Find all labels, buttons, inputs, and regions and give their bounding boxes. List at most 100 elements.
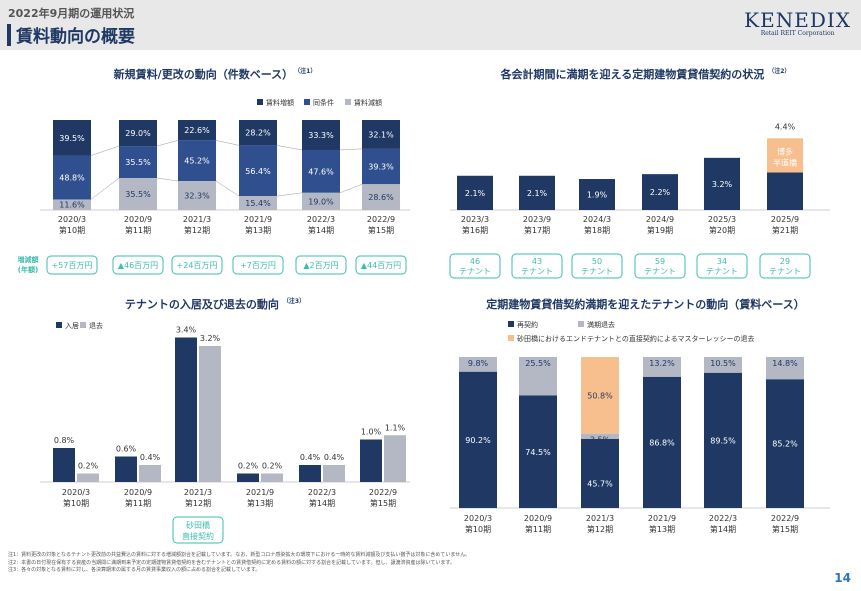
chart4-x-label-5: 2022/9: [771, 514, 799, 523]
footnote-3: 注3：各々の対象となる賃料に対し、各決算期末の属する月の賃貸事業収入の額に占める…: [8, 567, 261, 573]
chart2-tenant-box-2: [571, 253, 623, 279]
chart3-bar-0-4: [299, 465, 321, 482]
chart2-period-label-4: 第20期: [709, 225, 735, 235]
chart2-lease-expiry: 2.1%46テナント2.1%43テナント1.9%50テナント2.2%59テナント…: [449, 122, 830, 279]
chart1-value-label-1-5: 39.3%: [368, 163, 394, 172]
chart3-legend-movein-label: 入居: [65, 322, 79, 330]
chart3-value-label-0-2: 3.4%: [176, 326, 197, 335]
chart2-tenant-unit-5: テナント: [769, 267, 801, 276]
chart1-value-label-1-4: 47.6%: [308, 167, 334, 176]
chart2-tenant-unit-0: テナント: [459, 267, 491, 276]
chart3-bar-0-3: [237, 473, 259, 482]
chart2-period-label-0: 第16期: [462, 225, 488, 235]
chart1-title-text: 新規賃料/更改の動向（件数ベース）: [113, 68, 294, 81]
chart2-bar-0: [457, 175, 493, 210]
chart4-bar-0-0: [459, 371, 497, 508]
chart2-tenant-count-5: 29: [780, 257, 790, 266]
chart1-legend-decrease-swatch: [345, 99, 351, 105]
chart2-tenant-box-0: [449, 253, 501, 279]
chart1-value-label-1-1: 35.5%: [125, 158, 151, 167]
chart2-tenant-count-3: 59: [655, 257, 665, 266]
chart3-bar-1-2: [199, 346, 221, 482]
chart4-x-label-0: 2020/3: [464, 514, 492, 523]
chart1-x-label-5: 2022/9: [367, 215, 395, 224]
chart4-value-label-0-4: 89.5%: [710, 436, 736, 445]
chart2-value-label-4: 3.2%: [712, 180, 733, 189]
chart3-callout-line1: 砂田橋: [186, 520, 210, 530]
chart1-delta-value-3: +7百万円: [240, 261, 276, 270]
chart1-bar-1-0: [53, 155, 91, 200]
chart1-value-label-2-1: 35.5%: [125, 190, 151, 199]
chart2-x-label-3: 2024/9: [646, 215, 674, 224]
chart1-value-label-0-5: 32.1%: [368, 130, 394, 139]
chart1-delta-value-4: ▲2百万円: [303, 261, 338, 270]
chart1-delta-box-3: [232, 255, 284, 275]
chart1-bar-1-2: [178, 140, 216, 182]
chart2-note-ref: （注2）: [768, 68, 791, 76]
chart3-period-label-2: 第12期: [185, 498, 211, 508]
chart2-value-label-1: 2.1%: [527, 189, 548, 198]
chart1-value-label-2-2: 32.3%: [184, 192, 210, 201]
chart4-legend-expire-label: 満期退去: [587, 320, 615, 329]
chart1-delta-box-5: [355, 255, 407, 275]
chart1-x-label-0: 2020/3: [58, 215, 86, 224]
chart1-connector-1-3: [276, 145, 303, 151]
chart1-bar-2-3: [239, 196, 277, 210]
chart1-bar-0-0: [53, 120, 91, 156]
chart1-value-label-0-2: 22.6%: [184, 126, 210, 135]
chart1-bar-2-2: [178, 181, 216, 211]
chart1-period-label-5: 第15期: [368, 225, 394, 235]
chart2-tenant-unit-4: テナント: [706, 267, 738, 276]
chart4-legend-expire-swatch: [578, 321, 584, 327]
chart1-connector-1-0: [90, 145, 120, 156]
chart4-bar-0-2: [581, 438, 619, 508]
chart1-bar-1-5: [362, 148, 400, 185]
chart3-bar-0-2: [175, 337, 197, 482]
chart1-delta-label-line1: 増減額: [18, 255, 39, 264]
chart4-x-label-4: 2022/3: [709, 514, 737, 523]
chart1-period-label-2: 第12期: [184, 225, 210, 235]
chart1-bar-0-3: [239, 120, 277, 146]
chart3-legend-movein-swatch: [56, 322, 62, 328]
chart4-bar-1-2: [581, 433, 619, 439]
chart3-value-label-0-1: 0.6%: [116, 445, 137, 454]
chart3-period-label-5: 第15期: [370, 498, 396, 508]
chart4-bar-0-5: [766, 379, 804, 508]
chart3-value-label-1-2: 3.2%: [200, 334, 221, 343]
chart2-x-label-4: 2025/3: [708, 215, 736, 224]
chart1-connector-2-3: [276, 192, 303, 197]
chart1-bar-0-5: [362, 120, 400, 149]
chart3-x-label-3: 2021/9: [246, 488, 274, 497]
chart1-bar-2-4: [302, 192, 340, 210]
chart2-hakata-label-1: 博多: [777, 146, 793, 156]
chart4-bar-1-0: [459, 357, 497, 372]
title-accent-bar: [7, 24, 11, 46]
chart1-connector-1-4: [339, 148, 363, 151]
chart1-period-label-4: 第14期: [308, 225, 334, 235]
chart1-x-label-1: 2020/9: [124, 215, 152, 224]
chart4-expired-lease-tenants: 再契約 満期退去砂田橋におけるエンドテナントとの直接契約によるマスターレッシーの退…: [450, 320, 830, 534]
chart1-x-label-4: 2022/3: [307, 215, 335, 224]
chart4-legend-sunadabashi-label: 砂田橋におけるエンドテナントとの直接契約によるマスターレッシーの退去: [517, 334, 754, 343]
chart4-value-label-1-0: 9.8%: [468, 359, 489, 368]
chart3-value-label-0-4: 0.4%: [300, 453, 321, 462]
chart1-delta-box-1: [112, 255, 164, 275]
logo-subtitle: Retail REIT Corporation: [760, 30, 835, 37]
chart3-legend-moveout-swatch: [80, 322, 86, 328]
chart4-bar-2-2: [581, 357, 619, 434]
chart3-value-label-1-3: 0.2%: [262, 462, 283, 471]
chart4-x-label-1: 2020/9: [524, 514, 552, 523]
chart1-value-label-0-3: 28.2%: [245, 129, 271, 138]
chart4-value-label-0-1: 74.5%: [525, 448, 551, 457]
chart3-value-label-1-4: 0.4%: [324, 453, 345, 462]
chart1-legend-increase-swatch: [257, 99, 263, 105]
page-subtitle: 2022年9月期の運用状況: [8, 7, 135, 20]
chart3-value-label-0-3: 0.2%: [238, 462, 259, 471]
chart1-delta-label-line2: (年額): [18, 265, 38, 274]
chart3-bar-1-1: [139, 465, 161, 482]
chart2-x-label-5: 2025/9: [771, 215, 799, 224]
chart2-period-label-5: 第21期: [772, 225, 798, 235]
chart1-bar-1-4: [302, 149, 340, 193]
chart4-period-label-0: 第10期: [465, 524, 491, 534]
chart4-legend-renew-label: 再契約: [517, 320, 538, 329]
